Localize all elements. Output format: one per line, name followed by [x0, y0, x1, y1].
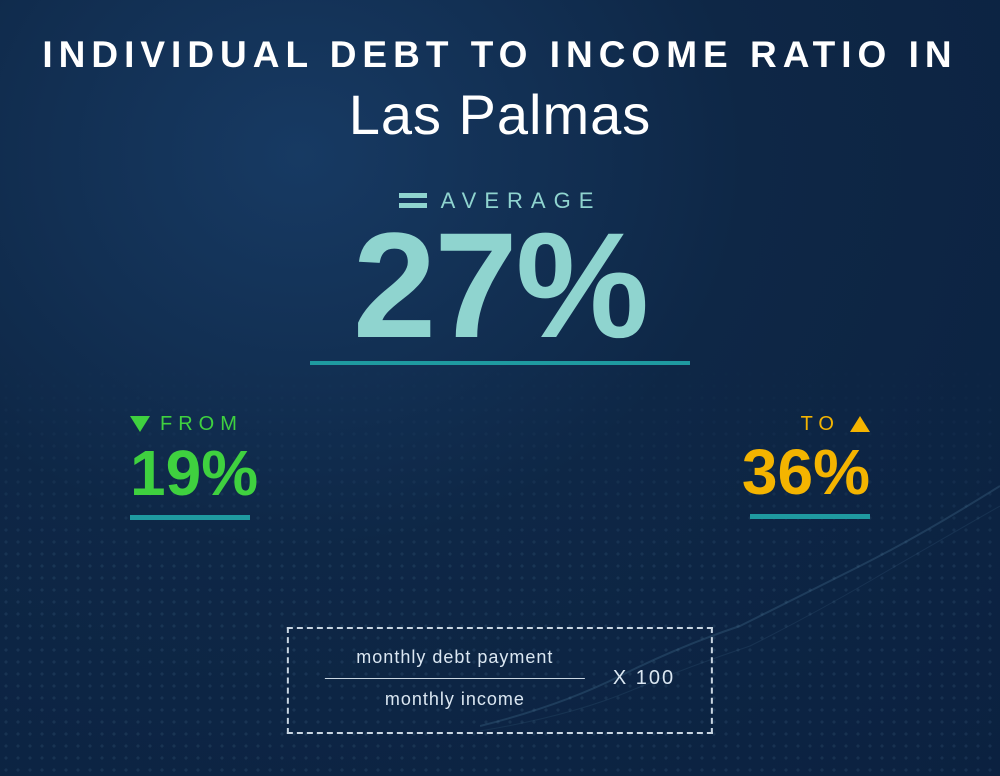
- range-row: FROM 19% TO 36%: [120, 413, 880, 521]
- from-label: FROM: [160, 413, 243, 436]
- from-value: 19%: [130, 441, 258, 505]
- to-value: 36%: [742, 440, 870, 504]
- formula-box: monthly debt payment monthly income X 10…: [287, 627, 713, 734]
- title-line2: Las Palmas: [0, 82, 1000, 147]
- from-underline: [130, 515, 250, 520]
- to-label: TO: [801, 413, 840, 436]
- formula-multiplier: X 100: [613, 667, 675, 690]
- from-block: FROM 19%: [130, 413, 258, 521]
- triangle-down-icon: [130, 416, 150, 432]
- average-value: 27%: [0, 218, 1000, 353]
- to-block: TO 36%: [742, 413, 870, 519]
- formula-fraction: monthly debt payment monthly income: [325, 647, 585, 710]
- formula-denominator: monthly income: [325, 689, 585, 710]
- average-block: AVERAGE 27%: [0, 185, 1000, 365]
- fraction-line: [325, 678, 585, 679]
- formula-numerator: monthly debt payment: [325, 647, 585, 668]
- to-underline: [750, 514, 870, 519]
- triangle-up-icon: [850, 416, 870, 432]
- title-block: INDIVIDUAL DEBT TO INCOME RATIO IN Las P…: [0, 0, 1000, 147]
- title-line1: INDIVIDUAL DEBT TO INCOME RATIO IN: [0, 34, 1000, 76]
